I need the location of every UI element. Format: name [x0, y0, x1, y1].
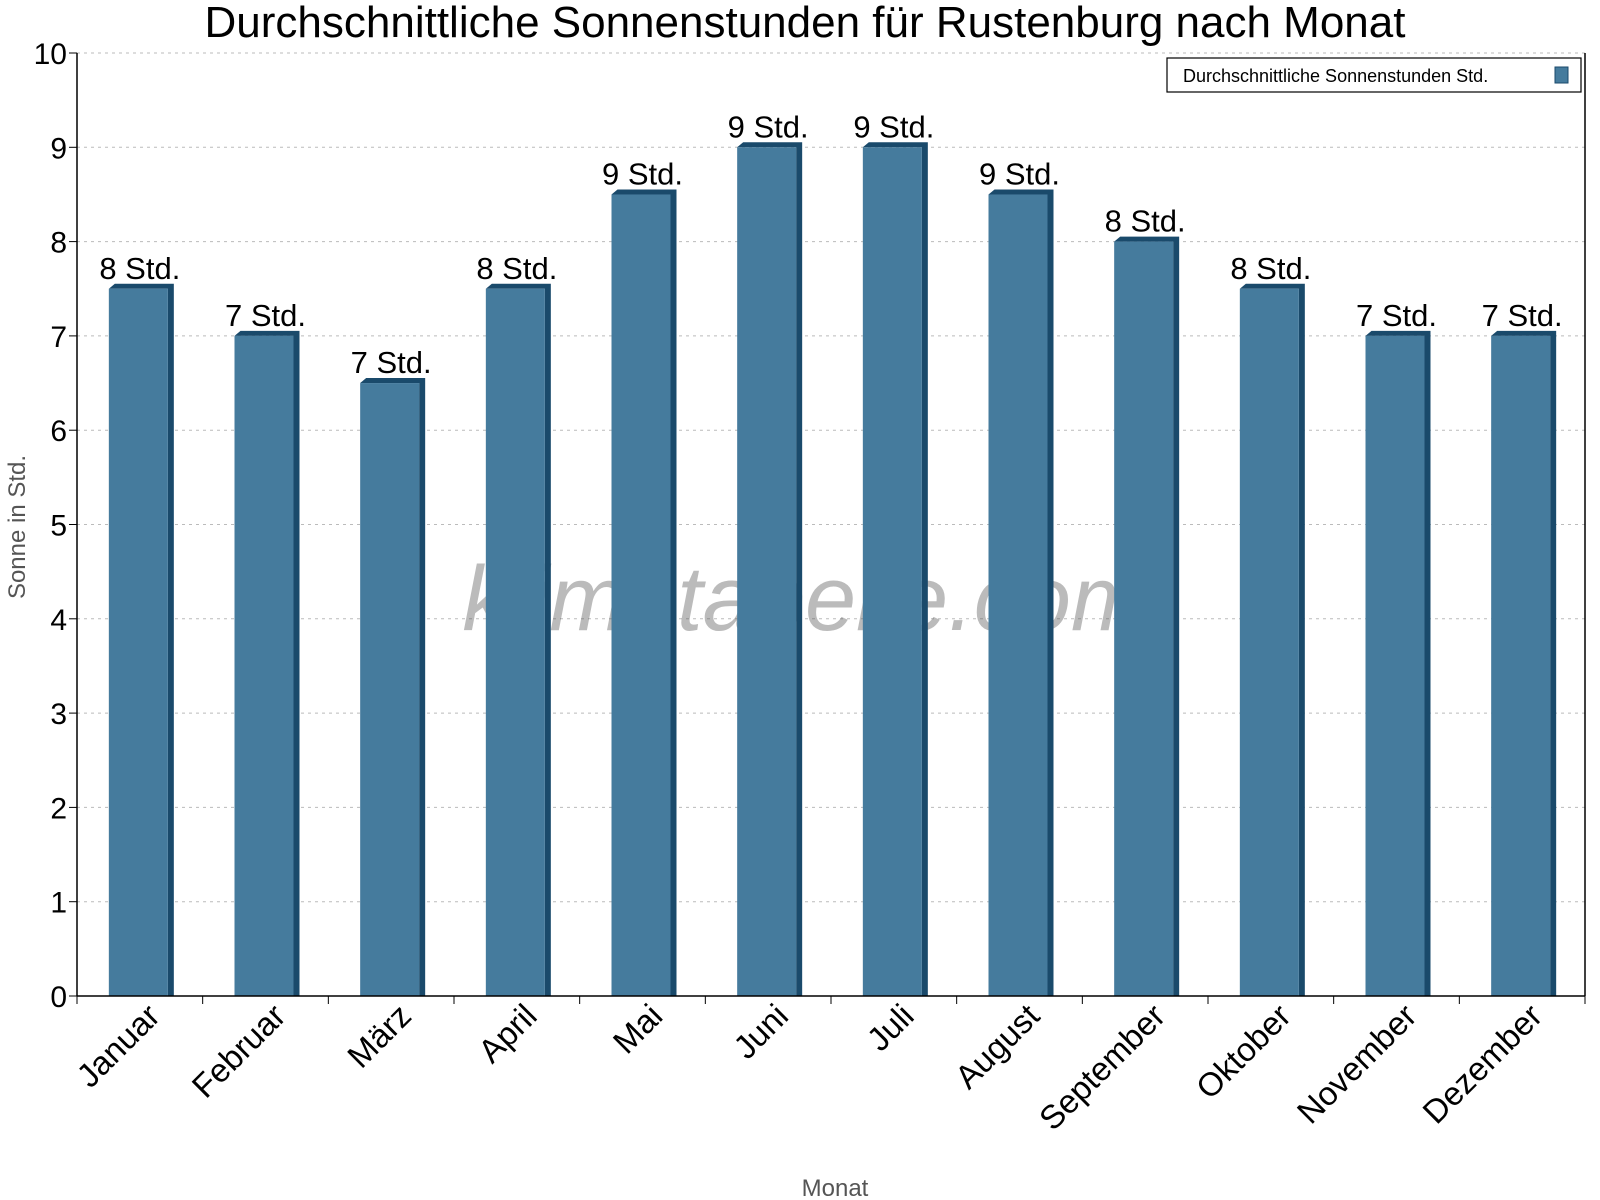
data-label: 8 Std.: [476, 251, 557, 286]
y-tick-label: 6: [50, 415, 67, 448]
bar: [234, 335, 294, 996]
data-label: 7 Std.: [1482, 298, 1563, 333]
data-label: 9 Std.: [728, 109, 809, 144]
y-tick-label: 9: [50, 132, 67, 165]
y-tick-label: 1: [50, 887, 67, 920]
y-tick-label: 10: [34, 38, 67, 71]
bar: [1491, 335, 1551, 996]
x-tick-label: Dezember: [1415, 997, 1549, 1131]
data-label: 8 Std.: [1105, 204, 1186, 239]
bar: [108, 288, 168, 996]
y-tick-label: 4: [50, 604, 67, 637]
x-tick-label: Mai: [606, 997, 670, 1061]
legend-swatch: [1554, 66, 1569, 84]
x-tick-label: Februar: [185, 997, 293, 1105]
x-tick-label: September: [1032, 997, 1172, 1137]
bar: [1114, 241, 1174, 997]
x-tick-label: August: [948, 997, 1047, 1096]
x-tick-label: Oktober: [1189, 997, 1298, 1106]
x-tick-label: Juli: [860, 997, 921, 1058]
bar: [1239, 288, 1299, 996]
x-tick-label: Juni: [726, 997, 795, 1066]
data-label: 7 Std.: [225, 298, 306, 333]
data-label: 7 Std.: [1356, 298, 1437, 333]
y-tick-label: 5: [50, 510, 67, 543]
data-label: 8 Std.: [1230, 251, 1311, 286]
x-tick-label: November: [1290, 997, 1424, 1131]
y-axis-title: Sonne in Std.: [4, 455, 31, 599]
bar: [862, 147, 922, 997]
legend-box: [1166, 57, 1582, 93]
legend: Durchschnittliche Sonnenstunden Std.: [1166, 57, 1582, 93]
bar: [360, 383, 420, 996]
bar: [1365, 335, 1425, 996]
bar: [485, 288, 545, 996]
data-label: 9 Std.: [602, 156, 683, 191]
x-tick-label: April: [471, 997, 544, 1070]
y-tick-label: 8: [50, 227, 67, 260]
legend-label: Durchschnittliche Sonnenstunden Std.: [1183, 66, 1488, 86]
x-axis-title: Monat: [802, 1175, 869, 1200]
y-tick-label: 7: [50, 321, 67, 354]
y-tick-label: 0: [50, 981, 67, 1014]
data-label: 8 Std.: [99, 251, 180, 286]
x-tick-label: März: [340, 997, 418, 1075]
data-label: 9 Std.: [853, 109, 934, 144]
bar: [611, 194, 671, 996]
gridlines: [77, 52, 1585, 903]
data-label: 9 Std.: [979, 156, 1060, 191]
bar: [988, 194, 1048, 996]
y-tick-label: 3: [50, 698, 67, 731]
data-label: 7 Std.: [351, 345, 432, 380]
y-tick-label: 2: [50, 792, 67, 825]
x-tick-label: Januar: [69, 997, 167, 1095]
bars: 8 Std. 7 Std. 7 Std. 8 Std. 9 Std. 9 Std. 9 St…: [99, 109, 1563, 997]
bar: [737, 147, 797, 997]
chart-title: Durchschnittliche Sonnenstunden für Rust…: [205, 0, 1406, 47]
